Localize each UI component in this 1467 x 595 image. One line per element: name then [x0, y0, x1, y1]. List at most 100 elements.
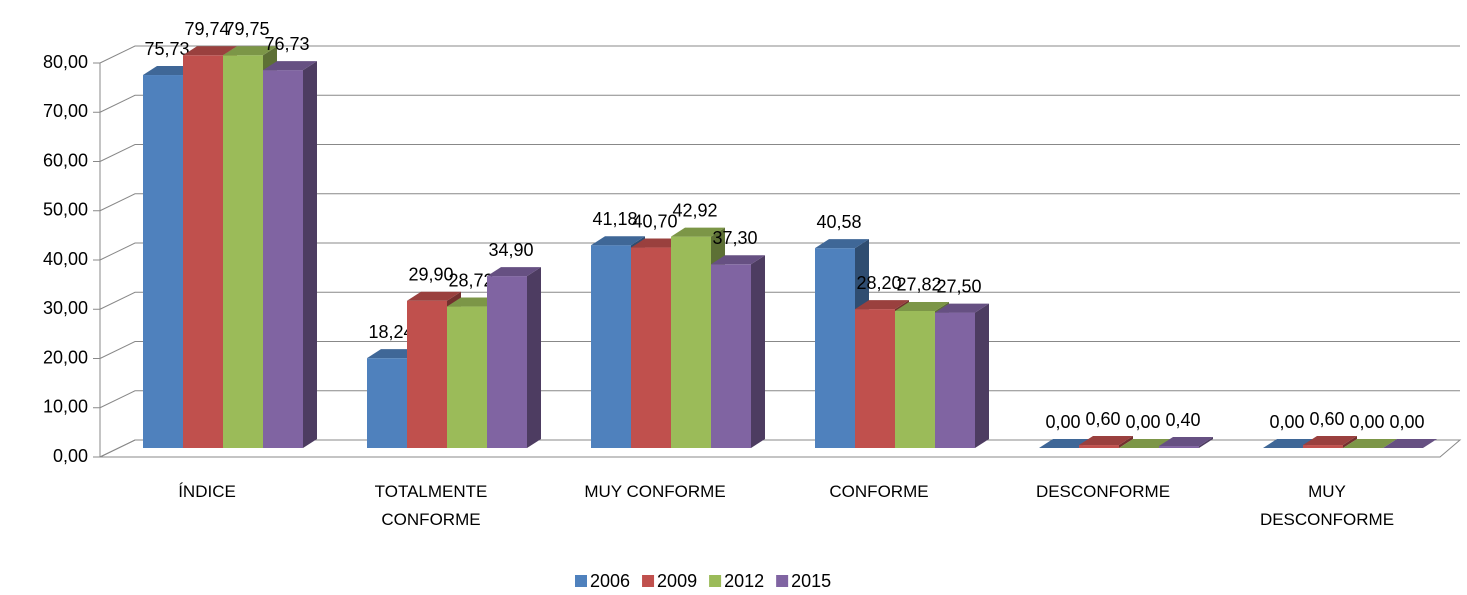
- legend-label: 2015: [791, 571, 831, 591]
- bar-front: [935, 312, 975, 448]
- data-label: 42,92: [672, 200, 717, 220]
- bar-top: [935, 303, 989, 313]
- data-label: 37,30: [712, 228, 757, 248]
- bar: [1383, 439, 1437, 448]
- data-label: 79,75: [224, 19, 269, 39]
- data-label: 0,60: [1085, 409, 1120, 429]
- bar: [1159, 437, 1213, 448]
- bar: [1079, 436, 1133, 448]
- bar-top: [671, 227, 725, 237]
- data-label: 0,40: [1165, 410, 1200, 430]
- bar-front: [447, 306, 487, 448]
- bar-front: [367, 358, 407, 448]
- y-tick-label: 80,00: [43, 52, 88, 72]
- data-label: 29,90: [408, 264, 453, 284]
- bar-side: [303, 61, 317, 449]
- data-label: 34,90: [488, 240, 533, 260]
- grid-line: [99, 94, 1460, 113]
- bar-top: [223, 46, 277, 56]
- x-tick-label: ÍNDICE: [178, 482, 236, 501]
- bar-side: [975, 303, 989, 448]
- bar-side: [1343, 436, 1357, 448]
- bar-top: [183, 46, 237, 56]
- bar: [1343, 439, 1397, 448]
- grid-line: [99, 439, 1460, 458]
- bar: [487, 267, 541, 448]
- x-tick-label: DESCONFORME: [1035, 482, 1171, 501]
- data-label: 27,82: [896, 275, 941, 295]
- legend-label: 2006: [590, 571, 630, 591]
- x-tick-label: CONFORME: [829, 482, 929, 501]
- y-tick-label: 0,00: [53, 446, 88, 466]
- bar-front: [1303, 445, 1343, 448]
- data-label: 0,00: [1349, 412, 1384, 432]
- bar-front: [815, 248, 855, 448]
- bar-front: [1159, 446, 1199, 448]
- bar-front: [895, 310, 935, 448]
- grid-line: [99, 242, 1460, 261]
- bar: [263, 61, 317, 449]
- bar: [1303, 436, 1357, 448]
- y-tick-label: 30,00: [43, 298, 88, 318]
- bar-top: [1383, 439, 1437, 448]
- bar-front: [487, 276, 527, 448]
- data-label: 0,60: [1309, 409, 1344, 429]
- data-label: 18,24: [368, 322, 413, 342]
- legend-swatch: [776, 575, 789, 587]
- y-tick-label: 10,00: [43, 397, 88, 417]
- y-tick-label: 60,00: [43, 150, 88, 170]
- data-label: 28,72: [448, 270, 493, 290]
- bar-top: [895, 301, 949, 311]
- bar-top: [855, 300, 909, 310]
- legend-swatch: [642, 575, 655, 587]
- y-tick-label: 40,00: [43, 249, 88, 269]
- bar-top: [407, 291, 461, 301]
- grid-line: [99, 291, 1460, 310]
- data-label: 76,73: [264, 34, 309, 54]
- bar-top: [1159, 437, 1213, 447]
- bar-top: [1343, 439, 1397, 448]
- data-label: 28,20: [856, 273, 901, 293]
- x-tick-label: MUY CONFORME: [584, 482, 726, 501]
- data-label: 0,00: [1045, 412, 1080, 432]
- bar-front: [631, 247, 671, 448]
- bar: [711, 255, 765, 448]
- x-tick-label: MUY DESCONFORME: [1259, 482, 1395, 529]
- bar-top: [815, 239, 869, 249]
- grid-line: [99, 193, 1460, 212]
- y-tick-label: 70,00: [43, 101, 88, 121]
- bar-side: [1199, 437, 1213, 448]
- bar-front: [855, 309, 895, 448]
- bar-front: [407, 300, 447, 448]
- bar-top: [263, 61, 317, 71]
- data-label: 41,18: [592, 209, 637, 229]
- grid-line: [99, 144, 1460, 162]
- bar-front: [711, 264, 751, 448]
- bar-top: [591, 236, 645, 246]
- data-label: 0,00: [1269, 412, 1304, 432]
- bar-top: [711, 255, 765, 265]
- data-label: 75,73: [144, 39, 189, 59]
- x-tick-label: TOTALMENTE CONFORME: [374, 482, 488, 529]
- bar-side: [751, 255, 765, 448]
- bar-front: [671, 236, 711, 448]
- data-label: 0,00: [1389, 412, 1424, 432]
- data-label: 0,00: [1125, 412, 1160, 432]
- data-label: 79,74: [184, 19, 229, 39]
- y-tick-label: 20,00: [43, 347, 88, 367]
- bar-front: [143, 75, 183, 448]
- bar-front: [263, 70, 303, 449]
- bar-side: [527, 267, 541, 448]
- legend-label: 2012: [724, 571, 764, 591]
- bar-front: [1079, 445, 1119, 448]
- data-label: 40,70: [632, 211, 677, 231]
- bar-side: [1119, 436, 1133, 448]
- bar-top: [1303, 436, 1357, 446]
- y-tick-label: 50,00: [43, 200, 88, 220]
- bar: [935, 303, 989, 448]
- bar-front: [183, 55, 223, 449]
- grid-line: [99, 341, 1460, 359]
- bar-front: [591, 245, 631, 448]
